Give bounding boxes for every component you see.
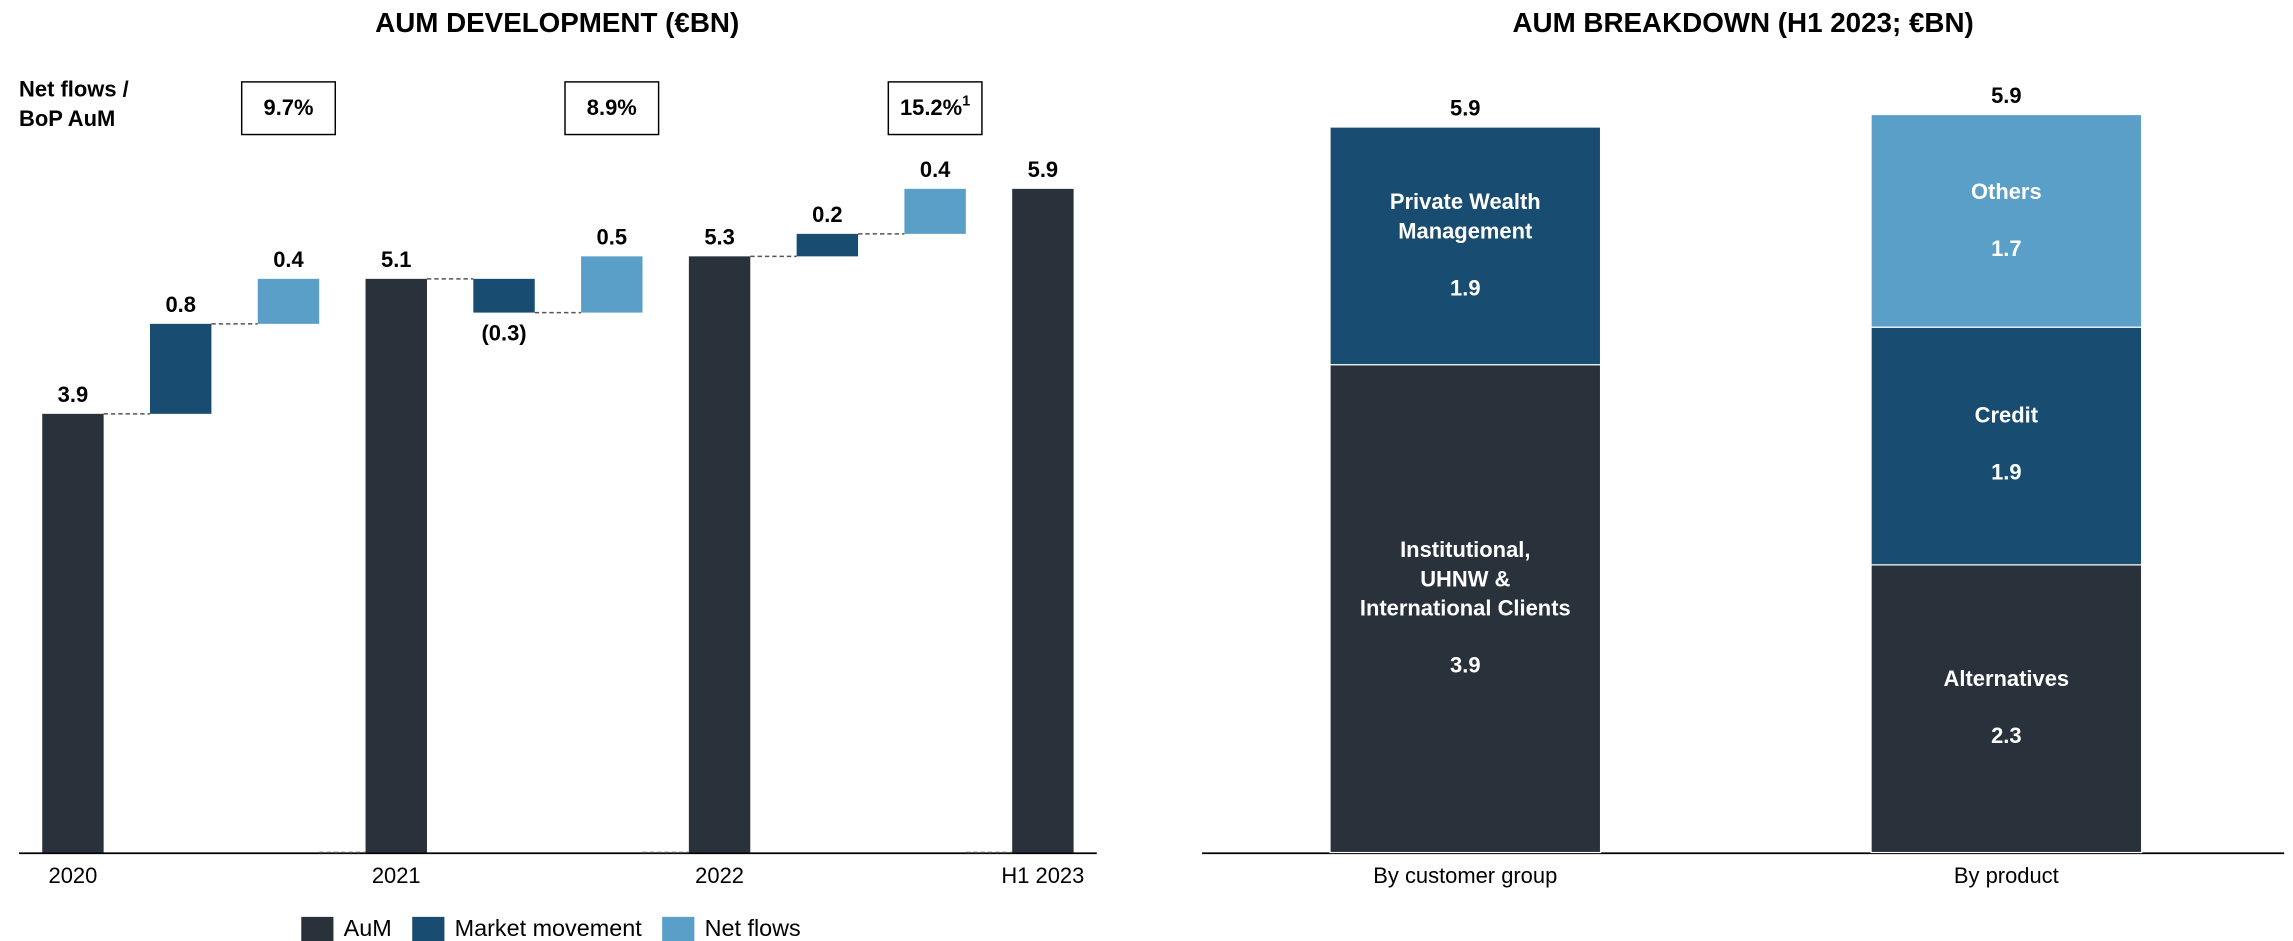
legend-swatch — [662, 916, 695, 941]
bar — [257, 278, 320, 324]
legend-label: Net flows — [705, 915, 801, 941]
value-label: 5.3 — [704, 225, 734, 250]
bar — [1012, 188, 1074, 853]
bar — [688, 256, 751, 853]
ratio-box — [564, 81, 660, 136]
segment-label-box: Institutional, UHNW & International Clie… — [1330, 365, 1601, 853]
segment-name: Others — [1970, 179, 2042, 205]
segment-name: Private Wealth Management — [1389, 189, 1541, 244]
segment-label-box: Private Wealth Management 1.9 — [1330, 127, 1601, 365]
ratio-value: 8.9% — [587, 95, 637, 120]
x-tick-label: By customer group — [1373, 863, 1557, 888]
value-label: 0.5 — [597, 225, 627, 250]
bar — [365, 278, 427, 853]
segment-label-box: Alternatives 2.3 — [1871, 565, 2142, 853]
x-tick-label: 2022 — [695, 863, 744, 888]
segment-label: Private Wealth Management 1.9 — [1330, 127, 1601, 365]
segment-value: 1.9 — [1991, 461, 2022, 487]
bar-segment — [1870, 564, 2143, 854]
ratio-title: Net flows / BoP AuM — [7, 76, 212, 143]
value-label: 5.9 — [1028, 157, 1058, 182]
bar — [581, 256, 643, 313]
segment-label-box: Credit 1.9 — [1871, 327, 2142, 565]
segment-name: Alternatives — [1943, 666, 2070, 692]
ratio-box — [887, 81, 983, 136]
ratio-value: 9.7% — [264, 95, 314, 120]
chart-title: AUM DEVELOPMENT (€BN) — [375, 7, 739, 38]
segment-label: Credit 1.9 — [1871, 327, 2142, 565]
value-label: 0.8 — [165, 292, 195, 317]
x-tick-label: 2020 — [49, 863, 98, 888]
value-label: 3.9 — [58, 382, 88, 407]
segment-name: Institutional, UHNW & International Clie… — [1359, 537, 1571, 622]
value-label: 5.1 — [381, 247, 411, 272]
x-tick-label: 2021 — [372, 863, 421, 888]
bar — [904, 188, 966, 234]
value-label: 0.2 — [812, 202, 842, 227]
ratio-value: 15.2% — [900, 95, 962, 120]
total-label: 5.9 — [1450, 95, 1480, 120]
bar — [150, 323, 212, 414]
segment-value: 1.7 — [1991, 236, 2022, 262]
ratio-label: 8.9% — [587, 95, 637, 120]
total-label: 5.9 — [1991, 83, 2021, 108]
segment-label: Others 1.7 — [1871, 115, 2142, 328]
legend-swatch — [301, 916, 334, 941]
ratio-title-text: Net flows / BoP AuM — [19, 77, 129, 132]
legend-label: AuM — [344, 915, 392, 941]
ratio-label: 15.2%1 — [900, 93, 970, 119]
ratio-label: 9.7% — [264, 95, 314, 120]
bar — [796, 233, 859, 257]
bar-segment — [1870, 113, 2143, 328]
bar-segment — [1870, 326, 2143, 566]
value-label: 0.4 — [920, 157, 951, 182]
chart-title: AUM BREAKDOWN (H1 2023; €BN) — [1512, 7, 1973, 38]
legend-label: Market movement — [455, 915, 643, 941]
segment-value: 2.3 — [1991, 724, 2022, 749]
ratio-title-box: Net flows / BoP AuM — [7, 76, 212, 143]
bar-segment — [1329, 126, 1602, 366]
segment-label: Institutional, UHNW & International Clie… — [1330, 365, 1601, 853]
bar — [473, 278, 535, 313]
footnote-mark: 1 — [962, 93, 970, 109]
bar — [42, 413, 104, 853]
legend-swatch — [412, 916, 445, 941]
segment-label: Alternatives 2.3 — [1871, 565, 2142, 853]
segment-label-box: Others 1.7 — [1871, 115, 2142, 328]
bar-segment — [1329, 364, 1602, 854]
x-tick-label: By product — [1954, 863, 2059, 888]
segment-name: Credit — [1974, 404, 2039, 430]
x-tick-label: H1 2023 — [1001, 863, 1084, 888]
value-label: 0.4 — [273, 247, 304, 272]
segment-value: 1.9 — [1450, 275, 1481, 301]
value-label: (0.3) — [481, 320, 526, 345]
ratio-box — [240, 81, 337, 136]
segment-value: 3.9 — [1450, 653, 1481, 679]
